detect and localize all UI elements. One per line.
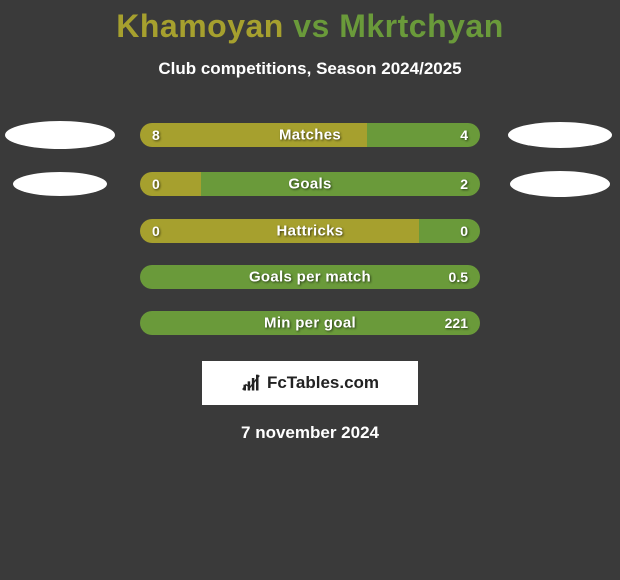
stat-bar: 02Goals <box>140 172 480 196</box>
stat-row: 0.5Goals per match <box>0 265 620 289</box>
brand-chart-icon <box>241 373 261 393</box>
player1-name: Khamoyan <box>116 8 284 44</box>
stat-row: 84Matches <box>0 121 620 149</box>
stat-bar: 84Matches <box>140 123 480 147</box>
stat-bar: 0.5Goals per match <box>140 265 480 289</box>
stat-row: 00Hattricks <box>0 219 620 243</box>
ellipse-right-wrap <box>500 171 620 197</box>
subtitle: Club competitions, Season 2024/2025 <box>0 59 620 79</box>
stat-rows: 84Matches 02Goals 00Hattricks 0.5Goals per … <box>0 121 620 335</box>
stat-label: Matches <box>140 127 480 144</box>
player2-name: Mkrtchyan <box>339 8 504 44</box>
ellipse-left <box>13 172 107 196</box>
ellipse-right-wrap <box>500 122 620 148</box>
page-title: Khamoyan vs Mkrtchyan <box>0 8 620 45</box>
stat-row: 02Goals <box>0 171 620 197</box>
brand-box: FcTables.com <box>202 361 418 405</box>
ellipse-right <box>508 122 612 148</box>
vs-text: vs <box>284 8 339 44</box>
ellipse-right <box>510 171 610 197</box>
stat-row: 221Min per goal <box>0 311 620 335</box>
stat-label: Min per goal <box>140 315 480 332</box>
brand-text: FcTables.com <box>267 373 379 393</box>
stat-label: Goals per match <box>140 269 480 286</box>
ellipse-left-wrap <box>0 172 120 196</box>
ellipse-left-wrap <box>0 121 120 149</box>
ellipse-left <box>5 121 115 149</box>
date-text: 7 november 2024 <box>0 423 620 443</box>
stat-bar: 00Hattricks <box>140 219 480 243</box>
stat-bar: 221Min per goal <box>140 311 480 335</box>
comparison-infographic: Khamoyan vs Mkrtchyan Club competitions,… <box>0 0 620 443</box>
stat-label: Goals <box>140 176 480 193</box>
stat-label: Hattricks <box>140 223 480 240</box>
